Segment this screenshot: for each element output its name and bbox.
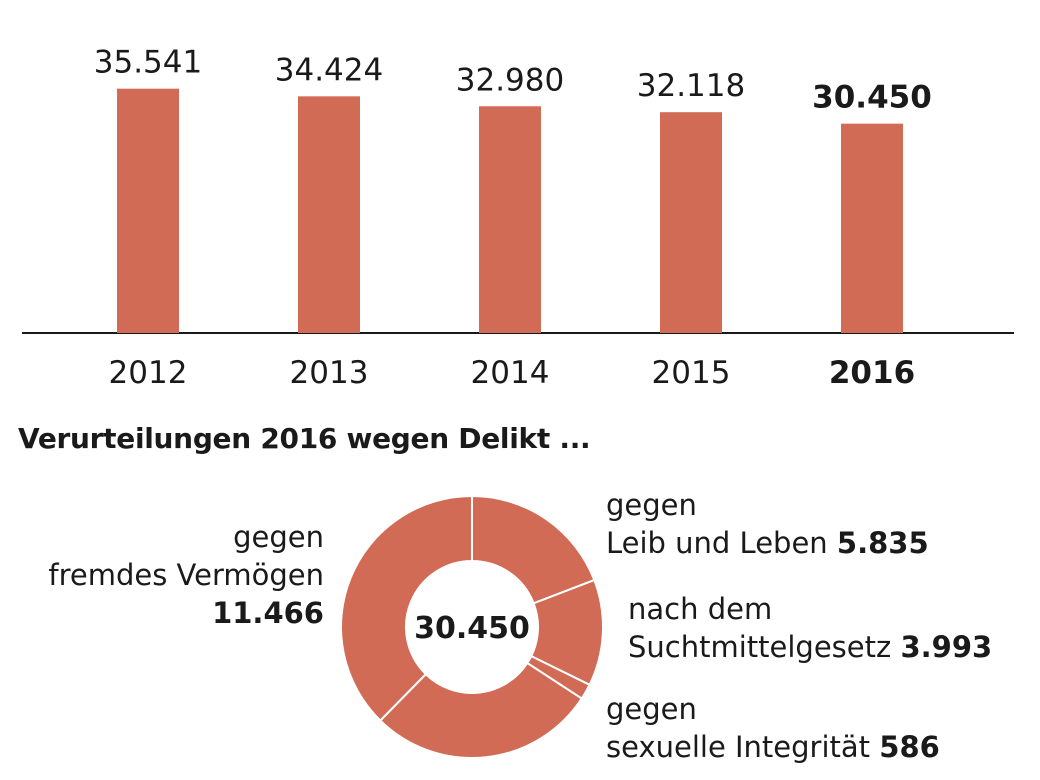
donut-slice-1 — [529, 578, 604, 687]
tick-label-2016: 2016 — [829, 355, 915, 391]
label-suchtmittelgesetz: nach dem Suchtmittelgesetz 3.993 — [628, 590, 992, 666]
donut-chart-title: Verurteilungen 2016 wegen Delikt ... — [18, 422, 591, 455]
value-label-2015: 32.118 — [637, 68, 745, 104]
value-sexuelle-integritaet: 586 — [879, 730, 940, 764]
label-line2: Leib und Leben — [606, 526, 828, 560]
label-line1: nach dem — [628, 592, 773, 626]
donut-slice-4 — [340, 494, 473, 722]
donut-slice-3 — [378, 661, 584, 759]
label-line2: fremdes Vermögen — [48, 558, 324, 592]
label-line1: gegen — [233, 520, 324, 554]
label-sexuelle-integritaet: gegen sexuelle Integrität 586 — [606, 690, 940, 766]
donut-slice-2 — [525, 654, 591, 700]
tick-label-2014: 2014 — [471, 355, 550, 391]
value-label-2013: 34.424 — [275, 52, 383, 88]
tick-label-2015: 2015 — [652, 355, 731, 391]
donut-slice-0 — [471, 494, 596, 605]
value-label-2016: 30.450 — [812, 80, 932, 116]
label-line1: gegen — [606, 692, 697, 726]
tick-label-2013: 2013 — [290, 355, 369, 391]
value-label-2012: 35.541 — [94, 45, 202, 81]
bar-2014 — [479, 106, 541, 333]
value-label-2014: 32.980 — [456, 62, 564, 98]
bar-2015 — [660, 112, 722, 333]
label-line2: Suchtmittelgesetz — [628, 630, 892, 664]
bar-2016 — [841, 123, 903, 333]
bar-chart: 35.541 2012 34.424 2013 32.980 2014 32.118 2015… — [22, 45, 1014, 391]
tick-label-2012: 2012 — [109, 355, 188, 391]
donut-center-total: 30.450 — [414, 611, 530, 646]
label-line2: sexuelle Integrität — [606, 730, 871, 764]
label-fremdes-vermoegen: gegen fremdes Vermögen 11.466 — [48, 518, 324, 632]
label-line1: gegen — [606, 488, 697, 522]
value-leib-und-leben: 5.835 — [836, 526, 929, 560]
value-fremdes-vermoegen: 11.466 — [212, 596, 324, 630]
bar-2012 — [117, 88, 179, 333]
label-leib-und-leben: gegen Leib und Leben 5.835 — [606, 486, 929, 562]
bar-2013 — [298, 96, 360, 334]
value-suchtmittelgesetz: 3.993 — [900, 630, 993, 664]
